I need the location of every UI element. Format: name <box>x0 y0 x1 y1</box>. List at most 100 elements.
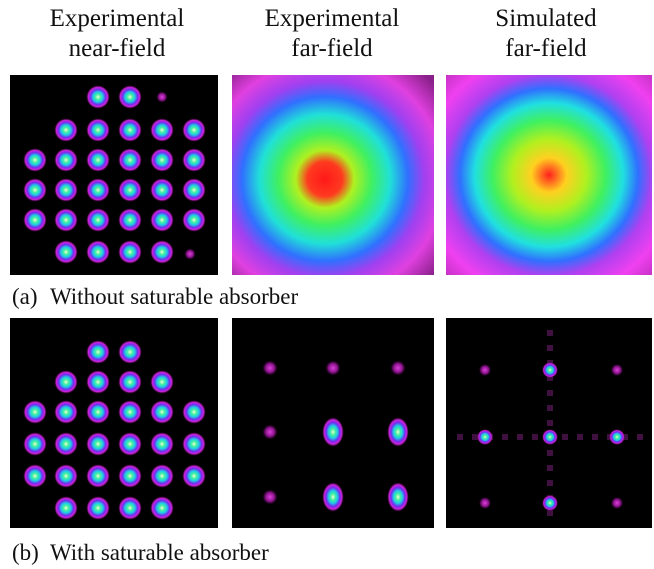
spot <box>262 489 278 505</box>
row-label: (b) <box>12 540 39 565</box>
column-header: near-field <box>69 35 166 62</box>
spot <box>86 208 110 232</box>
side-lobe <box>637 434 643 440</box>
spot <box>86 118 110 142</box>
spot <box>150 496 174 520</box>
side-lobe <box>547 405 553 411</box>
spot <box>150 432 174 456</box>
spot <box>182 400 206 424</box>
spot <box>118 178 142 202</box>
spot <box>23 464 47 488</box>
spot <box>86 370 110 394</box>
spot <box>611 364 624 377</box>
spot <box>611 497 624 510</box>
spot <box>54 240 78 264</box>
side-lobe <box>547 345 553 351</box>
column-header: Simulated <box>495 5 597 32</box>
spot <box>150 400 174 424</box>
figure: Experimental near-field Experimental far… <box>0 0 654 569</box>
spot <box>387 482 409 512</box>
spot <box>150 240 174 264</box>
spot <box>150 464 174 488</box>
side-lobe <box>577 434 583 440</box>
panel <box>232 75 434 275</box>
spot <box>54 432 78 456</box>
spot <box>86 464 110 488</box>
spot <box>118 240 142 264</box>
spot <box>118 85 142 109</box>
row-caption: With saturable absorber <box>50 540 269 565</box>
spot <box>542 495 558 511</box>
spot <box>322 482 344 512</box>
spot <box>542 429 558 445</box>
spot <box>118 370 142 394</box>
spot <box>479 497 492 510</box>
spot <box>182 208 206 232</box>
spot <box>86 496 110 520</box>
spot <box>54 178 78 202</box>
column-header: Experimental <box>265 5 400 32</box>
spot <box>23 400 47 424</box>
spot <box>86 340 110 364</box>
spot <box>150 148 174 172</box>
spot <box>390 360 406 376</box>
spot <box>182 464 206 488</box>
spot <box>86 240 110 264</box>
spot <box>54 208 78 232</box>
spot <box>118 118 142 142</box>
spot <box>54 148 78 172</box>
spot <box>262 360 278 376</box>
panel <box>446 75 652 275</box>
spot <box>118 496 142 520</box>
side-lobe <box>532 434 538 440</box>
spot <box>86 400 110 424</box>
spot <box>156 91 168 103</box>
spot <box>184 248 196 260</box>
spot <box>54 118 78 142</box>
column-header: far-field <box>505 35 587 62</box>
spot <box>23 178 47 202</box>
side-lobe <box>502 434 508 440</box>
side-lobe <box>547 420 553 426</box>
spot <box>322 417 344 447</box>
spot <box>325 360 341 376</box>
spot <box>182 148 206 172</box>
spot <box>150 208 174 232</box>
spot <box>609 429 625 445</box>
panel <box>10 318 218 528</box>
side-lobe <box>547 330 553 336</box>
spot <box>479 364 492 377</box>
spot <box>54 464 78 488</box>
row-label: (a) <box>12 284 38 309</box>
spot <box>86 432 110 456</box>
side-lobe <box>457 434 463 440</box>
spot <box>54 496 78 520</box>
spot <box>23 208 47 232</box>
spot <box>262 424 278 440</box>
spot <box>118 208 142 232</box>
panel <box>10 75 218 275</box>
side-lobe <box>517 434 523 440</box>
spot <box>118 432 142 456</box>
spot <box>118 148 142 172</box>
column-header: far-field <box>291 35 373 62</box>
spot <box>477 429 493 445</box>
spot <box>54 370 78 394</box>
side-lobe <box>547 390 553 396</box>
spot <box>542 362 558 378</box>
side-lobe <box>547 465 553 471</box>
spot <box>23 432 47 456</box>
side-lobe <box>547 480 553 486</box>
column-header: Experimental <box>50 5 185 32</box>
side-lobe <box>562 434 568 440</box>
spot <box>150 178 174 202</box>
spot <box>118 400 142 424</box>
spot <box>86 178 110 202</box>
spot <box>387 417 409 447</box>
row-caption: Without saturable absorber <box>50 284 299 309</box>
spot <box>86 148 110 172</box>
spot <box>118 340 142 364</box>
spot <box>150 370 174 394</box>
spot <box>118 464 142 488</box>
spot <box>182 118 206 142</box>
